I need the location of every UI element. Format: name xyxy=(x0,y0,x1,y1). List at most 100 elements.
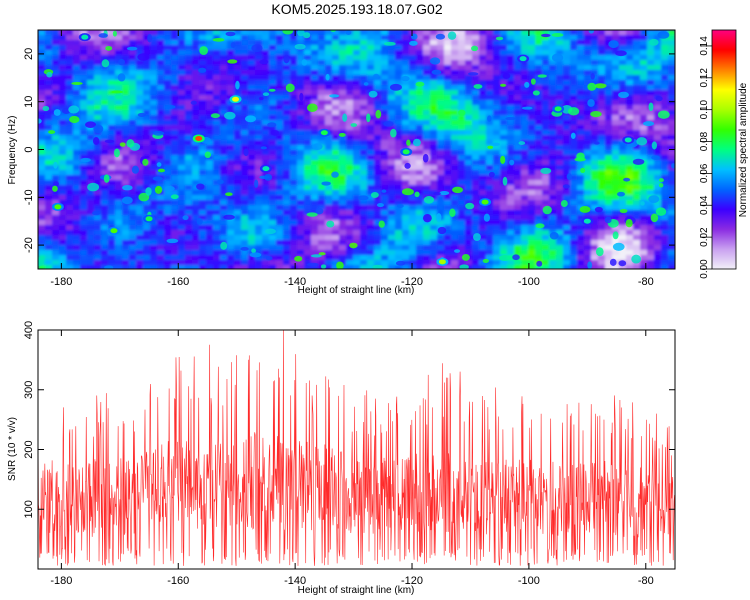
heatmap-cell xyxy=(241,140,249,146)
heatmap-cell xyxy=(451,105,459,111)
heatmap-cell xyxy=(493,60,501,66)
heatmap-cell xyxy=(626,60,634,66)
heatmap-peak xyxy=(519,56,527,62)
heatmap-cell xyxy=(423,240,431,246)
heatmap-blob xyxy=(283,54,290,64)
heatmap-cell xyxy=(59,40,67,46)
heatmap-cell xyxy=(430,225,438,231)
heatmap-cell xyxy=(73,95,81,101)
colorbar-tick-label: 0.08 xyxy=(699,131,710,151)
heatmap-cell xyxy=(668,240,675,246)
heatmap-cell xyxy=(192,35,200,41)
heatmap-cell xyxy=(122,170,130,176)
heatmap-cell xyxy=(535,35,543,41)
heatmap-cell xyxy=(668,30,675,36)
heatmap-cell xyxy=(619,155,627,161)
heatmap-cell xyxy=(38,265,46,269)
heatmap-cell xyxy=(598,80,606,86)
heatmap-cell xyxy=(143,125,151,131)
heatmap-cell xyxy=(164,135,172,141)
heatmap-cell xyxy=(507,250,515,256)
heatmap-cell xyxy=(269,175,277,181)
heatmap-cell xyxy=(178,235,186,241)
heatmap-cell xyxy=(500,50,508,56)
heatmap-cell xyxy=(535,130,543,136)
heatmap-cell xyxy=(619,40,627,46)
heatmap-cell xyxy=(115,255,123,261)
heatmap-cell xyxy=(346,85,354,91)
heatmap-cell xyxy=(185,185,193,191)
heatmap-cell xyxy=(143,110,151,116)
heatmap-cell xyxy=(332,75,340,81)
heatmap-cell xyxy=(234,135,242,141)
heatmap-cell xyxy=(633,35,641,41)
heatmap-cell xyxy=(430,125,438,131)
heatmap-cell xyxy=(101,190,109,196)
heatmap-cell xyxy=(514,150,522,156)
heatmap-cell xyxy=(213,35,221,41)
heatmap-cell xyxy=(66,220,74,226)
heatmap-cell xyxy=(52,55,60,61)
heatmap-cell xyxy=(612,60,620,66)
heatmap-cell xyxy=(584,65,592,71)
heatmap-cell xyxy=(346,40,354,46)
heatmap-cell xyxy=(178,115,186,121)
heatmap-cell xyxy=(304,265,312,269)
heatmap-cell xyxy=(633,235,641,241)
heatmap-cell xyxy=(66,125,74,131)
heatmap-cell xyxy=(80,165,88,171)
heatmap-cell xyxy=(647,235,655,241)
heatmap-cell xyxy=(451,145,459,151)
heatmap-cell xyxy=(332,85,340,91)
heatmap-cell xyxy=(521,190,529,196)
heatmap-cell xyxy=(59,240,67,246)
heatmap-cell xyxy=(584,235,592,241)
heatmap-cell xyxy=(206,115,214,121)
heatmap-cell xyxy=(654,235,662,241)
heatmap-cell xyxy=(283,245,291,251)
heatmap-cell xyxy=(535,180,543,186)
heatmap-cell xyxy=(465,75,473,81)
heatmap-cell xyxy=(472,165,480,171)
heatmap-cell xyxy=(332,195,340,201)
heatmap-cell xyxy=(80,175,88,181)
heatmap-cell xyxy=(290,135,298,141)
heatmap-peak xyxy=(81,34,89,40)
heatmap-cell xyxy=(633,85,641,91)
heatmap-cell xyxy=(115,115,123,121)
heatmap-cell xyxy=(465,50,473,56)
heatmap-blob xyxy=(608,40,619,49)
heatmap-cell xyxy=(283,115,291,121)
heatmap-cell xyxy=(115,50,123,56)
heatmap-cell xyxy=(409,155,417,161)
heatmap-cell xyxy=(626,65,634,71)
heatmap-cell xyxy=(234,55,242,61)
heatmap-cell xyxy=(626,150,634,156)
heatmap-cell xyxy=(157,205,165,211)
heatmap-cell xyxy=(486,150,494,156)
heatmap-cell xyxy=(528,260,536,266)
heatmap-cell xyxy=(668,155,675,161)
heatmap-blob xyxy=(439,190,450,196)
heatmap-cell xyxy=(115,30,123,36)
heatmap-cell xyxy=(332,125,340,131)
heatmap-cell xyxy=(143,165,151,171)
heatmap-cell xyxy=(178,40,186,46)
heatmap-cell xyxy=(388,110,396,116)
heatmap-cell xyxy=(472,30,480,36)
heatmap-cell xyxy=(269,225,277,231)
heatmap-cell xyxy=(136,215,144,221)
heatmap-cell xyxy=(507,155,515,161)
heatmap-cell xyxy=(311,175,319,181)
heatmap-cell xyxy=(346,160,354,166)
heatmap-cell xyxy=(192,110,200,116)
heatmap-cell xyxy=(87,65,95,71)
heatmap-cell xyxy=(227,85,235,91)
heatmap-cell xyxy=(227,65,235,71)
heatmap-cell xyxy=(598,185,606,191)
heatmap-cell xyxy=(248,150,256,156)
heatmap-cell xyxy=(402,195,410,201)
heatmap-cell xyxy=(444,265,452,269)
heatmap-cell xyxy=(108,65,116,71)
heatmap-cell xyxy=(605,125,613,131)
